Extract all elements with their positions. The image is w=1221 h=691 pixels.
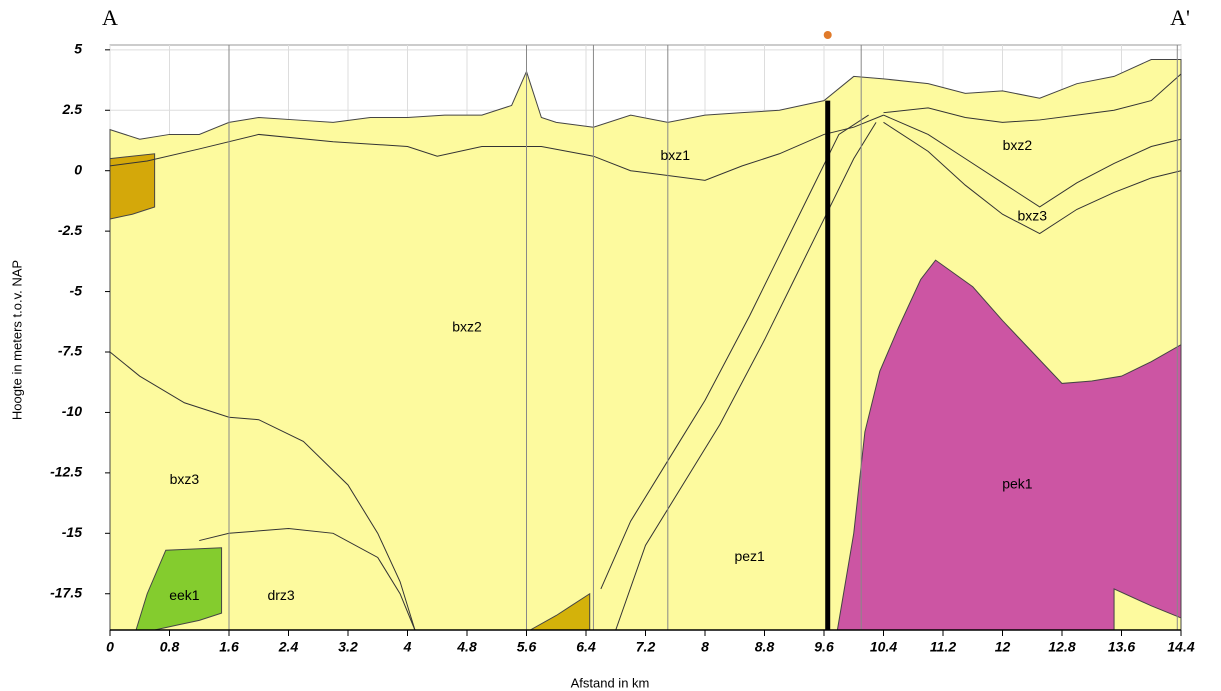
unit-label: bxz2 bbox=[1003, 137, 1033, 153]
unit-label: bxz3 bbox=[170, 471, 200, 487]
y-tick-label: -15 bbox=[62, 524, 82, 540]
layer bbox=[110, 154, 155, 219]
x-tick-label: 7.2 bbox=[636, 639, 656, 655]
x-tick-label: 14.4 bbox=[1167, 639, 1194, 655]
unit-label: bxz3 bbox=[1017, 207, 1047, 223]
corner-label: A bbox=[102, 5, 118, 30]
x-tick-label: 4.8 bbox=[456, 639, 477, 655]
y-tick-label: -10 bbox=[62, 403, 82, 419]
x-tick-label: 0.8 bbox=[160, 639, 180, 655]
unit-label: bxz2 bbox=[452, 319, 482, 335]
y-tick-label: -17.5 bbox=[50, 584, 82, 600]
x-tick-label: 13.6 bbox=[1108, 639, 1135, 655]
x-tick-label: 10.4 bbox=[870, 639, 897, 655]
x-tick-label: 1.6 bbox=[219, 639, 239, 655]
x-tick-label: 12.8 bbox=[1048, 639, 1075, 655]
x-tick-label: 11.2 bbox=[930, 639, 956, 655]
y-tick-label: 5 bbox=[74, 41, 82, 57]
unit-label: bxz1 bbox=[660, 147, 690, 163]
x-tick-label: 8.8 bbox=[755, 639, 775, 655]
x-tick-label: 8 bbox=[701, 639, 709, 655]
unit-label: drz3 bbox=[267, 587, 294, 603]
x-tick-label: 4 bbox=[403, 639, 412, 655]
x-tick-label: 9.6 bbox=[814, 639, 834, 655]
x-tick-label: 6.4 bbox=[576, 639, 596, 655]
y-tick-label: -12.5 bbox=[50, 464, 82, 480]
y-tick-label: -5 bbox=[70, 282, 83, 298]
unit-label: eek1 bbox=[169, 587, 200, 603]
x-tick-label: 12 bbox=[995, 639, 1011, 655]
y-axis-title: Hoogte in meters t.o.v. NAP bbox=[9, 260, 24, 420]
x-tick-label: 3.2 bbox=[338, 639, 358, 655]
borehole-marker bbox=[824, 31, 832, 39]
y-tick-label: 2.5 bbox=[62, 101, 83, 117]
x-tick-label: 0 bbox=[106, 639, 114, 655]
x-tick-label: 5.6 bbox=[517, 639, 537, 655]
chart: A A' Afstand in km Hoogte in meters t.o.… bbox=[0, 0, 1221, 691]
x-axis-title: Afstand in km bbox=[571, 675, 650, 690]
y-tick-label: 0 bbox=[74, 161, 82, 177]
unit-label: pek1 bbox=[1002, 476, 1033, 492]
y-tick-label: -7.5 bbox=[58, 343, 82, 359]
unit-label: pez1 bbox=[734, 548, 765, 564]
x-tick-label: 2.4 bbox=[278, 639, 299, 655]
corner-label: A' bbox=[1170, 5, 1190, 30]
y-tick-label: -2.5 bbox=[58, 222, 82, 238]
